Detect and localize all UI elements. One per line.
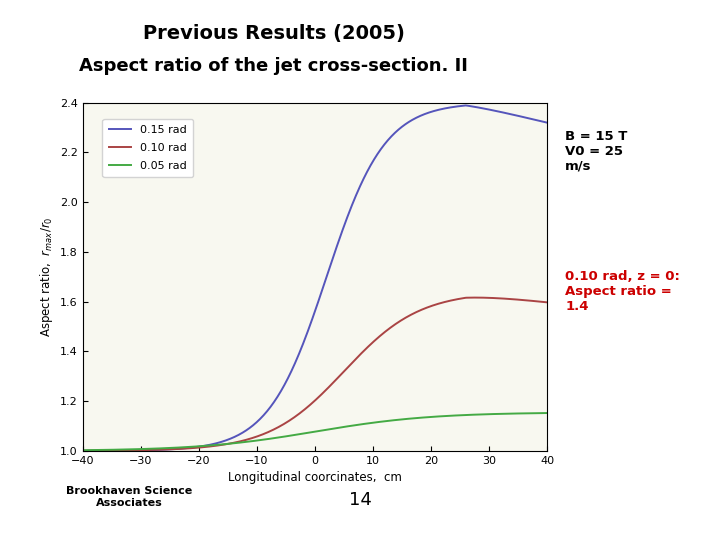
0.15 rad — [348, 201, 357, 207]
0.10 rad — [78, 448, 87, 454]
0.05 rad — [107, 447, 116, 453]
0.10 rad — [431, 301, 439, 308]
0.05 rad — [478, 411, 487, 417]
0.15 rad — [374, 149, 383, 156]
0.05 rad — [431, 414, 439, 420]
Line: 0.10 rad: 0.10 rad — [83, 298, 547, 451]
Text: Aspect ratio of the jet cross-section. II: Aspect ratio of the jet cross-section. I… — [79, 57, 468, 75]
Text: B = 15 T
V0 = 25
m/s: B = 15 T V0 = 25 m/s — [565, 130, 628, 173]
0.10 rad — [471, 294, 480, 301]
Y-axis label: Aspect ratio,  $r_{max}/r_0$: Aspect ratio, $r_{max}/r_0$ — [37, 217, 55, 337]
0.05 rad — [348, 422, 357, 429]
0.10 rad — [374, 334, 383, 340]
Text: 14: 14 — [348, 491, 372, 509]
0.15 rad — [431, 107, 439, 114]
0.10 rad — [107, 447, 116, 454]
Legend: 0.15 rad, 0.10 rad, 0.05 rad: 0.15 rad, 0.10 rad, 0.05 rad — [102, 119, 194, 178]
0.10 rad — [361, 347, 369, 353]
0.15 rad — [361, 173, 369, 180]
Line: 0.15 rad: 0.15 rad — [83, 105, 547, 451]
0.10 rad — [348, 359, 357, 366]
0.15 rad — [462, 102, 470, 109]
0.15 rad — [543, 119, 552, 126]
Text: Brookhaven Science
Associates: Brookhaven Science Associates — [66, 486, 193, 508]
0.15 rad — [479, 105, 487, 112]
X-axis label: Longitudinal coorcinates,  cm: Longitudinal coorcinates, cm — [228, 471, 402, 484]
Text: Previous Results (2005): Previous Results (2005) — [143, 24, 405, 43]
0.05 rad — [543, 410, 552, 416]
0.10 rad — [479, 294, 487, 301]
0.10 rad — [543, 299, 552, 306]
0.15 rad — [78, 448, 87, 454]
0.15 rad — [107, 448, 116, 454]
Line: 0.05 rad: 0.05 rad — [83, 413, 547, 450]
0.05 rad — [78, 447, 87, 454]
0.05 rad — [374, 418, 383, 425]
0.05 rad — [361, 421, 369, 427]
Text: 0.10 rad, z = 0:
Aspect ratio =
1.4: 0.10 rad, z = 0: Aspect ratio = 1.4 — [565, 270, 680, 313]
